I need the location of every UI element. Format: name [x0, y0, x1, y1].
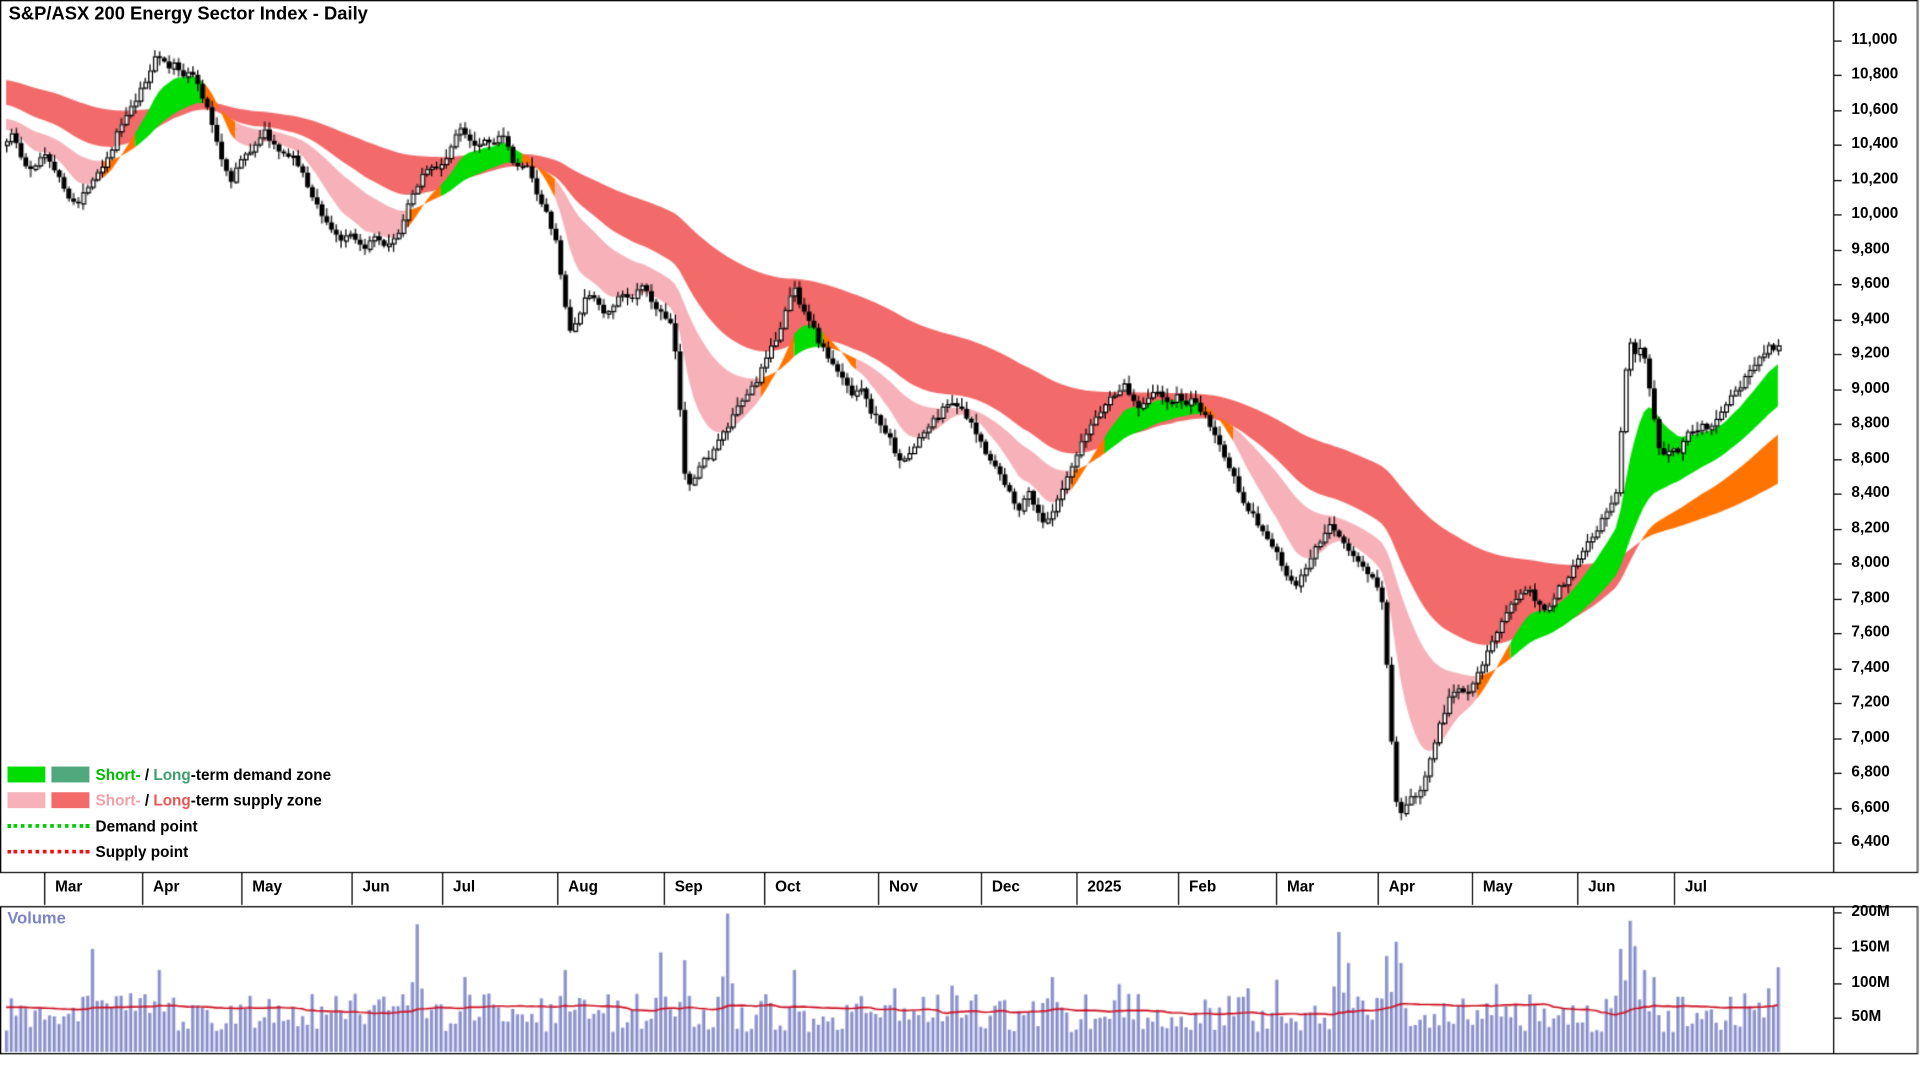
time-tick-label: May — [1482, 877, 1513, 896]
legend-text-part: Supply point — [95, 843, 189, 861]
price-tick-label: 7,800 — [1851, 588, 1890, 606]
legend-text-part: Short- — [95, 791, 141, 809]
time-tick-label: May — [252, 877, 283, 896]
volume-pane-title: Volume — [7, 908, 66, 927]
time-tick-label: Jun — [1588, 877, 1616, 896]
time-tick-label: Nov — [888, 877, 918, 896]
time-tick-label: 2025 — [1087, 877, 1122, 896]
price-tick-label: 9,000 — [1851, 379, 1890, 397]
price-tick-label: 9,600 — [1851, 274, 1890, 292]
legend-item-label: Short- / Long-term supply zone — [96, 792, 322, 809]
price-tick-label: 9,400 — [1851, 309, 1890, 327]
legend: Short- / Long-term demand zone Short- / L… — [7, 762, 331, 865]
price-tick-label: 8,400 — [1851, 483, 1890, 502]
legend-text-part: -term demand zone — [190, 765, 332, 784]
price-tick-label: 7,200 — [1851, 693, 1890, 711]
price-tick-label: 8,600 — [1851, 449, 1890, 467]
price-tick-label: 6,600 — [1851, 797, 1890, 815]
long-demand-swatch — [51, 766, 90, 783]
legend-item-supply-zone: Short- / Long-term supply zone — [7, 787, 331, 813]
legend-item-label: Short- / Long-term demand zone — [96, 766, 332, 783]
time-tick-label: Dec — [991, 877, 1020, 896]
price-tick-label: 10,800 — [1851, 65, 1899, 83]
price-tick-label: 8,000 — [1851, 553, 1890, 571]
time-tick-label: Apr — [1388, 877, 1415, 896]
chart-title: S&P/ASX 200 Energy Sector Index - Daily — [8, 3, 368, 25]
time-tick-label: Jul — [453, 877, 476, 896]
volume-tick-label: 50M — [1851, 1008, 1882, 1026]
time-tick-label: Apr — [153, 877, 180, 896]
time-tick-label: Feb — [1188, 877, 1217, 896]
price-tick-label: 8,800 — [1851, 414, 1890, 432]
supply-point-line-swatch — [7, 849, 90, 854]
legend-item-label: Supply point — [96, 843, 189, 860]
short-supply-swatch — [7, 792, 46, 809]
price-tick-label: 9,800 — [1851, 239, 1890, 257]
price-tick-label: 10,600 — [1851, 100, 1899, 118]
price-tick-label: 7,400 — [1851, 658, 1890, 676]
legend-item-label: Demand point — [96, 817, 198, 834]
price-tick-label: 7,000 — [1851, 728, 1890, 746]
demand-point-line-swatch — [7, 824, 90, 828]
legend-item-supply-point: Supply point — [7, 839, 331, 865]
legend-text-part: Demand point — [95, 817, 198, 835]
price-tick-label: 10,000 — [1851, 204, 1899, 223]
legend-text-part: Short- — [95, 765, 141, 784]
long-supply-swatch — [51, 792, 90, 809]
price-tick-label: 10,200 — [1851, 170, 1899, 188]
short-demand-swatch — [7, 766, 46, 783]
time-tick-label: Mar — [55, 877, 83, 896]
volume-tick-label: 100M — [1851, 972, 1890, 991]
volume-tick-label: 200M — [1851, 902, 1890, 920]
price-tick-label: 6,800 — [1851, 762, 1890, 781]
time-tick-label: Aug — [568, 877, 598, 896]
time-tick-label: Jun — [362, 877, 390, 896]
time-tick-label: Jul — [1684, 877, 1708, 896]
legend-text-part: Long — [153, 765, 191, 784]
price-tick-label: 6,400 — [1851, 832, 1890, 850]
legend-text-part: / — [140, 765, 154, 784]
legend-text-part: / — [140, 791, 154, 809]
price-tick-label: 9,200 — [1851, 344, 1890, 362]
legend-item-demand-point: Demand point — [7, 813, 331, 839]
time-tick-label: Oct — [775, 877, 801, 896]
price-tick-label: 8,200 — [1851, 518, 1890, 536]
price-tick-label: 7,600 — [1851, 623, 1890, 641]
legend-text-part: -term supply zone — [190, 791, 322, 809]
price-tick-label: 10,400 — [1851, 135, 1899, 153]
price-tick-label: 11,000 — [1851, 30, 1898, 48]
volume-tick-label: 150M — [1851, 937, 1890, 955]
legend-text-part: Long — [153, 791, 191, 809]
time-tick-label: Sep — [674, 877, 703, 896]
time-tick-label: Mar — [1286, 877, 1315, 896]
legend-item-demand-zone: Short- / Long-term demand zone — [7, 762, 331, 788]
